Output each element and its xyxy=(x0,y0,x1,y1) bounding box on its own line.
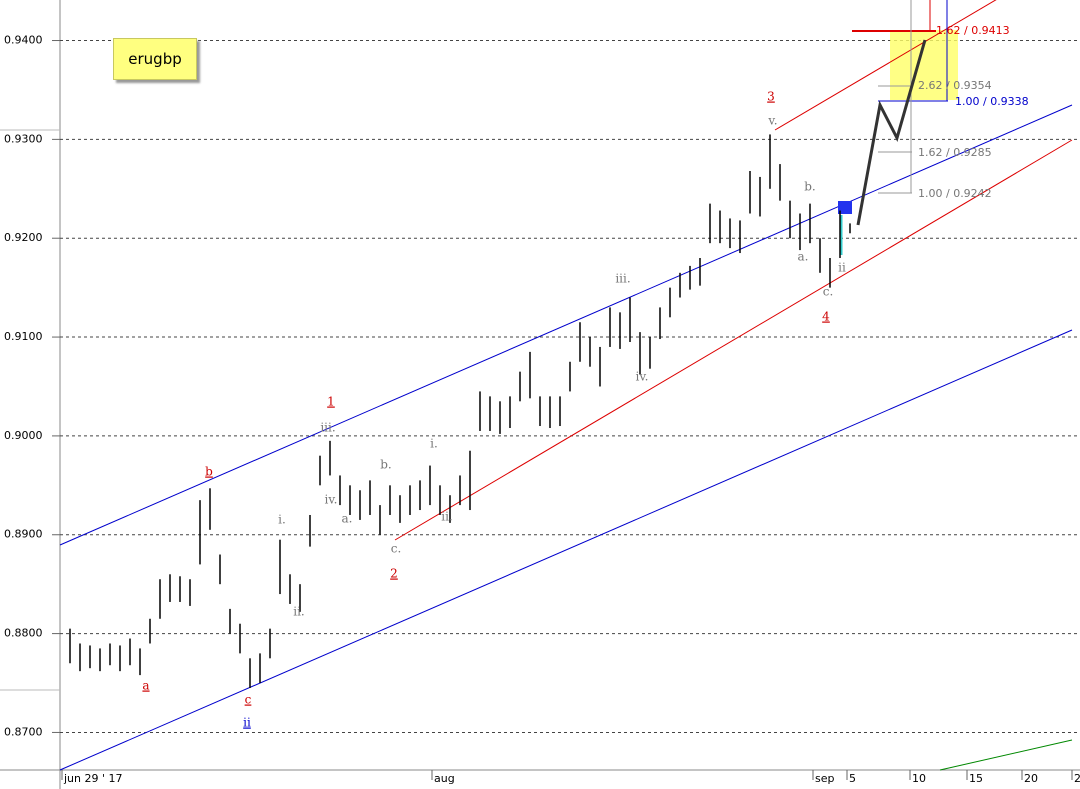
wave-label: 3 xyxy=(767,90,775,104)
x-tick-label: 25 xyxy=(1074,772,1080,785)
wave-label: iv. xyxy=(635,370,648,384)
fib-label: 1.62 / 0.9285 xyxy=(918,146,992,159)
wave-label: ii xyxy=(838,261,846,275)
wave-label: i. xyxy=(278,513,286,527)
wave-label: 4 xyxy=(822,310,830,324)
wave-label: iv. xyxy=(324,493,337,507)
wave-label: c. xyxy=(391,542,402,556)
channel-line xyxy=(59,104,1073,546)
wave-label: iii. xyxy=(320,421,335,435)
wave-label: v. xyxy=(767,114,777,128)
wave-label: c. xyxy=(823,285,834,299)
y-tick-label: 0.8800 xyxy=(4,627,43,640)
x-tick-label: jun 29 ' 17 xyxy=(63,772,123,785)
wave-label: iii. xyxy=(615,272,630,286)
wave-label: b. xyxy=(380,458,392,472)
x-tick-label: 20 xyxy=(1024,772,1038,785)
x-tick-label: aug xyxy=(434,772,455,785)
wave-label: b. xyxy=(804,180,816,194)
wave-label: ii xyxy=(243,716,251,730)
y-tick-label: 0.9000 xyxy=(4,429,43,442)
chart-title: erugbp xyxy=(113,38,197,80)
wave-label: a. xyxy=(342,512,353,526)
x-tick-label: 10 xyxy=(912,772,926,785)
channel-line xyxy=(59,329,1073,771)
channel-line xyxy=(394,139,1073,541)
wave-label: 2 xyxy=(390,567,398,581)
fib-label: 2.62 / 0.9354 xyxy=(918,79,992,92)
wave-label: a. xyxy=(798,250,809,264)
y-tick-label: 0.9300 xyxy=(4,132,43,145)
y-tick-label: 0.9400 xyxy=(4,34,43,47)
fib-label: 1.00 / 0.9338 xyxy=(955,95,1029,108)
y-tick-label: 0.8900 xyxy=(4,528,43,541)
x-tick-label: 5 xyxy=(849,772,856,785)
wave-label: a xyxy=(142,679,149,693)
fib-label: 1.00 / 0.9242 xyxy=(918,187,992,200)
projection-path xyxy=(856,39,927,226)
y-tick-label: 0.9100 xyxy=(4,330,43,343)
x-tick-label: 15 xyxy=(969,772,983,785)
wave-label: i. xyxy=(430,437,438,451)
wave-label: b xyxy=(205,465,213,479)
wave-label: ii. xyxy=(293,605,305,619)
price-bars xyxy=(69,134,851,688)
annotations: a b c ii 1 2 3 4 i. ii. iii. iv. a. b. c. i. ii. iii. iv. v… xyxy=(142,24,1028,730)
y-tick-label: 0.9200 xyxy=(4,231,43,244)
wave-label: ii. xyxy=(441,510,453,524)
y-tick-label: 0.8700 xyxy=(4,725,43,738)
wave-label: c xyxy=(245,693,252,707)
marker-box xyxy=(838,201,852,214)
trend-line xyxy=(939,739,1073,771)
wave-label: 1 xyxy=(327,395,335,409)
x-tick-label: sep xyxy=(815,772,834,785)
grid xyxy=(60,40,1080,733)
y-axis-panel xyxy=(0,0,60,789)
fib-label: 1.62 / 0.9413 xyxy=(936,24,1010,37)
